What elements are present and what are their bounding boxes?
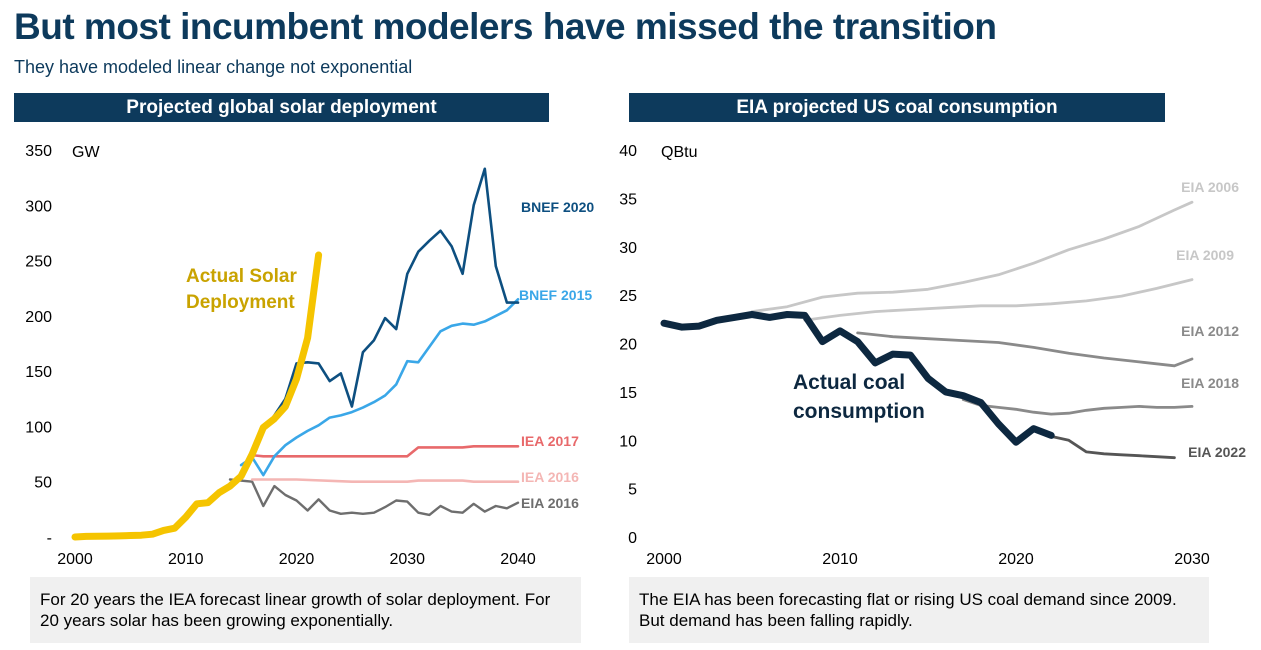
- series-label-iea-2016: IEA 2016: [521, 469, 579, 485]
- series-line-iea-2017: [250, 444, 520, 458]
- y-tick-label: 40: [619, 143, 637, 160]
- series-line-eia-2012: [856, 331, 1194, 368]
- coal-chart-note: The EIA has been forecasting flat or ris…: [629, 577, 1209, 643]
- solar-chart-header: Projected global solar deployment: [14, 93, 549, 122]
- series-label-eia-2009: EIA 2009: [1176, 247, 1234, 263]
- x-tick-label: 2000: [57, 551, 93, 568]
- series-label-eia-2016: EIA 2016: [521, 495, 579, 511]
- y-tick-label: 50: [34, 475, 52, 492]
- solar-chart-note: For 20 years the IEA forecast linear gro…: [30, 577, 581, 643]
- series-label-bnef-2015: BNEF 2015: [519, 287, 592, 303]
- series-label-bnef-2020: BNEF 2020: [521, 199, 594, 215]
- y-tick-label: 200: [25, 309, 52, 326]
- y-tick-label: 25: [619, 288, 637, 305]
- series-line-eia-2022: [1032, 429, 1176, 460]
- x-tick-label: 2010: [168, 551, 204, 568]
- series-label-eia-2012: EIA 2012: [1181, 323, 1239, 339]
- y-tick-label: 35: [619, 191, 637, 208]
- coal-consumption-chart: 0 5 10 15 20 25 30 35 40 QBtu 2000 2010 2020 2030 EIA …: [619, 143, 1246, 568]
- y-tick-label: 150: [25, 364, 52, 381]
- y-tick-label: 0: [628, 530, 637, 547]
- page-subtitle: They have modeled linear change not expo…: [14, 57, 413, 77]
- y-tick-label: -: [47, 530, 52, 547]
- y-tick-label: 300: [25, 198, 52, 215]
- series-line-eia-2009: [803, 278, 1194, 322]
- x-tick-label: 2020: [279, 551, 315, 568]
- series-label-actual-coal-consumption: Actual coal consumption: [793, 371, 925, 423]
- y-tick-label: 30: [619, 240, 637, 257]
- y-tick-label: 350: [25, 143, 52, 160]
- series-label-eia-2022: EIA 2022: [1188, 444, 1246, 460]
- series-label-iea-2017: IEA 2017: [521, 433, 579, 449]
- series-line-bnef-2015: [239, 297, 520, 477]
- y-tick-label: 20: [619, 337, 637, 354]
- series-label-eia-2018: EIA 2018: [1181, 375, 1239, 391]
- series-line-eia-2016: [228, 478, 520, 517]
- y-tick-label: 250: [25, 254, 52, 271]
- page-title: But most incumbent modelers have missed …: [14, 6, 997, 47]
- series-line-eia-2018: [961, 398, 1194, 416]
- solar-deployment-chart: - 50 100 150 200 250 300 350 GW 2000 2010 2020 2030 2…: [25, 143, 594, 568]
- x-tick-label: 2020: [998, 551, 1034, 568]
- x-tick-label: 2010: [822, 551, 858, 568]
- x-tick-label: 2030: [389, 551, 425, 568]
- series-line-eia-2006: [750, 200, 1194, 314]
- y-tick-label: 100: [25, 419, 52, 436]
- series-line-actual-coal-consumption: [660, 311, 1055, 446]
- y-axis-unit-label: QBtu: [661, 144, 697, 161]
- series-line-bnef-2020: [239, 167, 520, 478]
- y-axis-unit-label: GW: [72, 144, 100, 161]
- series-label-actual-solar-deployment: Actual Solar Deployment: [186, 266, 297, 313]
- series-line-iea-2016: [250, 478, 520, 484]
- coal-chart-header: EIA projected US coal consumption: [629, 93, 1165, 122]
- y-tick-label: 15: [619, 385, 637, 402]
- series-line-actual-solar-deployment: [71, 251, 323, 541]
- x-tick-label: 2000: [646, 551, 682, 568]
- y-tick-label: 5: [628, 482, 637, 499]
- series-label-eia-2006: EIA 2006: [1181, 179, 1239, 195]
- y-tick-label: 10: [619, 433, 637, 450]
- x-tick-label: 2040: [500, 551, 536, 568]
- x-tick-label: 2030: [1174, 551, 1210, 568]
